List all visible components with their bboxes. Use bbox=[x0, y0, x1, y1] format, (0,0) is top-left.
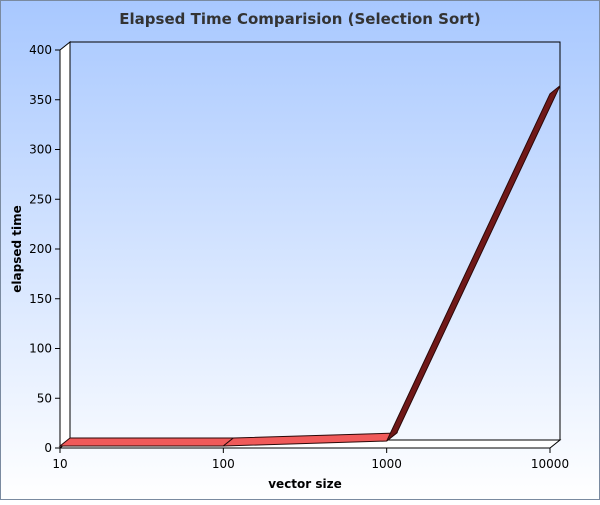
series-segment bbox=[60, 438, 233, 446]
x-tick-label: 100 bbox=[212, 457, 235, 471]
chart-title: Elapsed Time Comparision (Selection Sort… bbox=[119, 10, 480, 28]
y-tick-label: 100 bbox=[29, 342, 52, 356]
y-tick-label: 150 bbox=[29, 292, 52, 306]
x-tick-label: 1000 bbox=[371, 457, 402, 471]
y-tick-label: 0 bbox=[44, 441, 52, 455]
y-tick-label: 400 bbox=[29, 43, 52, 57]
y-tick-label: 200 bbox=[29, 242, 52, 256]
y-tick-label: 300 bbox=[29, 143, 52, 157]
plot-left-wall bbox=[60, 42, 70, 448]
y-tick-label: 350 bbox=[29, 93, 52, 107]
x-tick-label: 10 bbox=[52, 457, 67, 471]
y-tick-label: 250 bbox=[29, 192, 52, 206]
x-axis-label: vector size bbox=[268, 477, 342, 491]
y-axis-label: elapsed time bbox=[10, 205, 24, 292]
y-tick-label: 50 bbox=[37, 391, 52, 405]
x-tick-label: 10000 bbox=[531, 457, 569, 471]
